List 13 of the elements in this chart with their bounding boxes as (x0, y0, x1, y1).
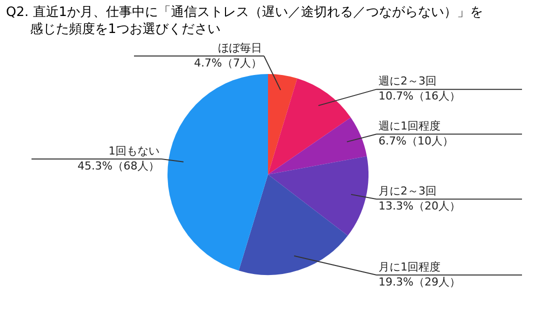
data-label: 10.7%（16人） (378, 90, 460, 103)
slice-label: 月に2～3回 (378, 184, 436, 198)
slice-label: 週に2～3回 (378, 74, 436, 88)
data-label: 19.3%（29人） (378, 275, 460, 288)
data-label: 4.7%（7人） (194, 56, 262, 70)
data-label: 45.3%（68人） (78, 159, 160, 172)
data-label: 6.7%（10人） (378, 134, 454, 148)
slice-label: ほぼ毎日 (218, 41, 262, 54)
slice-label: 月に1回程度 (378, 260, 440, 274)
slice-label: 週に1回程度 (378, 119, 440, 132)
chart-title: Q2. 直近1か月、仕事中に「通信ストレス（遅い／途切れる／つながらない）」を感じた頻度を1つお選びください (5, 4, 484, 39)
slice-label: 1回もない (108, 144, 160, 158)
data-label: 13.3%（20人） (378, 199, 460, 212)
